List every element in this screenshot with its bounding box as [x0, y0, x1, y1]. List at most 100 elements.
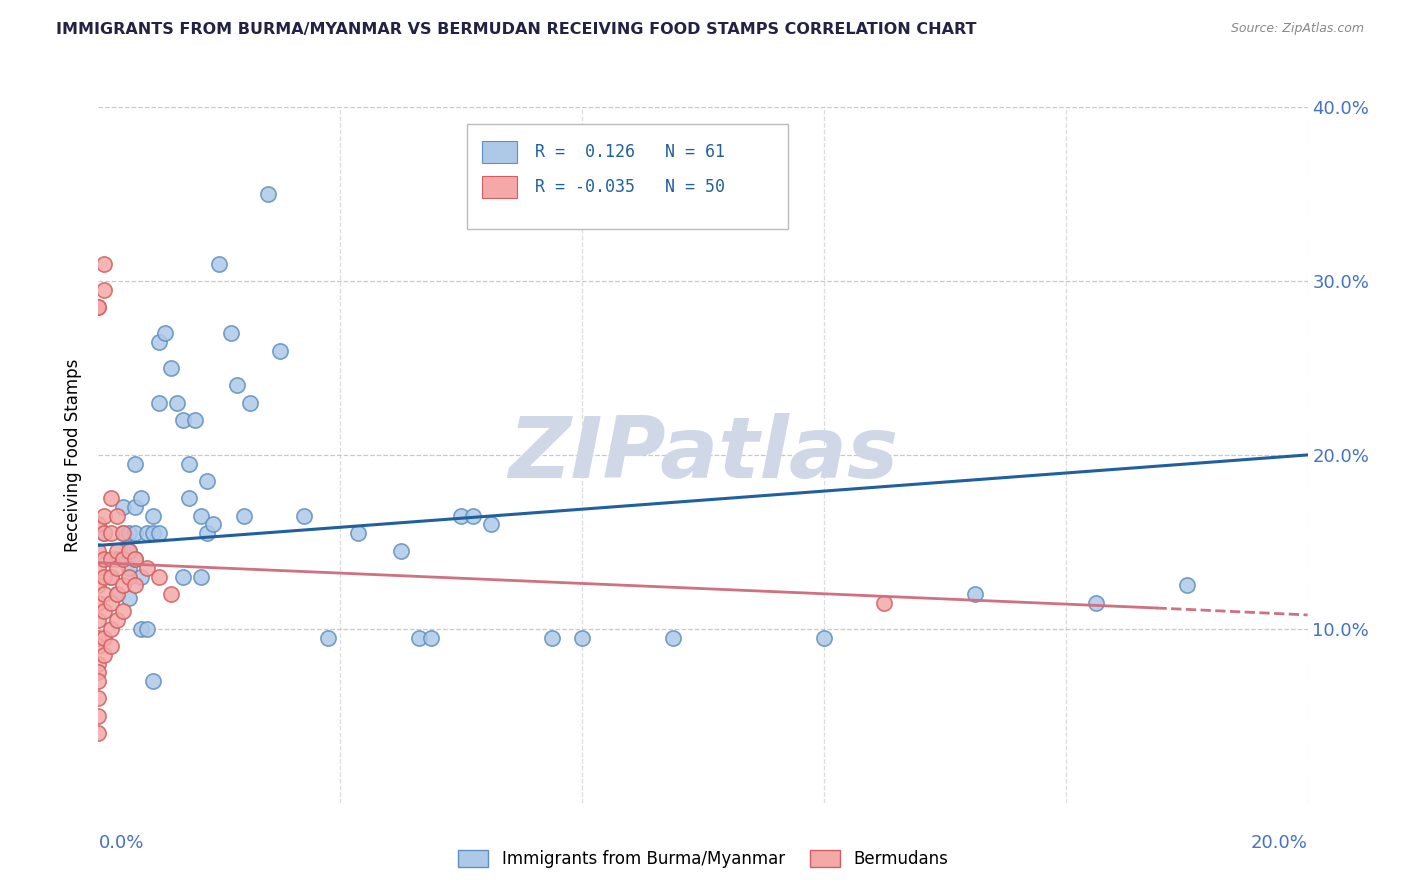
Point	[118, 561, 141, 575]
Point	[87, 631, 110, 645]
Point	[111, 605, 134, 619]
Text: Source: ZipAtlas.com: Source: ZipAtlas.com	[1230, 22, 1364, 36]
Point	[111, 526, 134, 541]
Point	[965, 587, 987, 601]
Point	[111, 578, 134, 592]
Point	[93, 552, 115, 566]
Point	[202, 517, 225, 532]
Point	[105, 552, 128, 566]
Point	[87, 708, 110, 723]
Point	[87, 674, 110, 689]
Point	[190, 508, 212, 523]
Point	[153, 326, 176, 340]
Point	[105, 587, 128, 601]
Point	[105, 508, 128, 523]
Point	[118, 526, 141, 541]
Point	[190, 570, 212, 584]
Point	[111, 500, 134, 514]
Point	[111, 526, 134, 541]
Point	[87, 726, 110, 740]
Point	[93, 526, 115, 541]
Point	[142, 508, 165, 523]
Point	[93, 256, 115, 270]
Point	[100, 552, 122, 566]
Point	[87, 300, 110, 314]
Point	[135, 526, 157, 541]
Point	[195, 474, 218, 488]
Point	[160, 360, 183, 375]
Point	[232, 508, 254, 523]
Point	[111, 552, 134, 566]
Point	[93, 648, 115, 662]
Point	[105, 561, 128, 575]
Text: R = -0.035   N = 50: R = -0.035 N = 50	[534, 178, 724, 196]
Point	[142, 674, 165, 689]
Point	[100, 570, 122, 584]
Point	[160, 587, 183, 601]
Point	[226, 378, 249, 392]
Point	[184, 413, 207, 427]
Point	[93, 570, 115, 584]
Y-axis label: Receiving Food Stamps: Receiving Food Stamps	[65, 359, 83, 551]
Point	[172, 413, 194, 427]
Point	[1085, 596, 1108, 610]
Point	[124, 500, 146, 514]
Point	[87, 665, 110, 680]
Point	[662, 631, 685, 645]
Point	[87, 691, 110, 706]
Point	[87, 639, 110, 653]
Point	[269, 343, 291, 358]
Point	[208, 256, 231, 270]
Point	[347, 526, 370, 541]
Point	[239, 396, 262, 410]
Point	[118, 543, 141, 558]
Point	[179, 491, 201, 506]
Point	[135, 561, 157, 575]
Point	[93, 526, 115, 541]
Point	[93, 605, 115, 619]
Point	[148, 396, 170, 410]
Point	[135, 622, 157, 636]
Point	[105, 587, 128, 601]
Point	[87, 300, 110, 314]
Text: IMMIGRANTS FROM BURMA/MYANMAR VS BERMUDAN RECEIVING FOOD STAMPS CORRELATION CHAR: IMMIGRANTS FROM BURMA/MYANMAR VS BERMUDA…	[56, 22, 977, 37]
Point	[256, 187, 278, 202]
FancyBboxPatch shape	[482, 141, 516, 163]
Point	[93, 631, 115, 645]
Point	[100, 526, 122, 541]
Point	[124, 578, 146, 592]
Point	[124, 526, 146, 541]
Point	[389, 543, 412, 558]
Point	[408, 631, 430, 645]
Point	[100, 639, 122, 653]
Point	[118, 543, 141, 558]
Point	[481, 517, 503, 532]
Point	[118, 570, 141, 584]
Point	[105, 613, 128, 627]
Point	[316, 631, 339, 645]
Point	[148, 334, 170, 349]
Point	[87, 578, 110, 592]
Point	[124, 552, 146, 566]
Point	[179, 457, 201, 471]
Point	[93, 283, 115, 297]
Point	[221, 326, 243, 340]
Point	[540, 631, 562, 645]
FancyBboxPatch shape	[482, 176, 516, 198]
Point	[292, 508, 315, 523]
Point	[87, 561, 110, 575]
Point	[420, 631, 443, 645]
Text: ZIPatlas: ZIPatlas	[508, 413, 898, 497]
Point	[129, 622, 152, 636]
Point	[129, 570, 152, 584]
Point	[166, 396, 188, 410]
Point	[1175, 578, 1198, 592]
Point	[463, 508, 485, 523]
Point	[873, 596, 896, 610]
Point	[87, 596, 110, 610]
Point	[93, 587, 115, 601]
Text: R =  0.126   N = 61: R = 0.126 N = 61	[534, 144, 724, 161]
Legend: Immigrants from Burma/Myanmar, Bermudans: Immigrants from Burma/Myanmar, Bermudans	[451, 843, 955, 874]
Point	[87, 517, 110, 532]
Point	[93, 508, 115, 523]
